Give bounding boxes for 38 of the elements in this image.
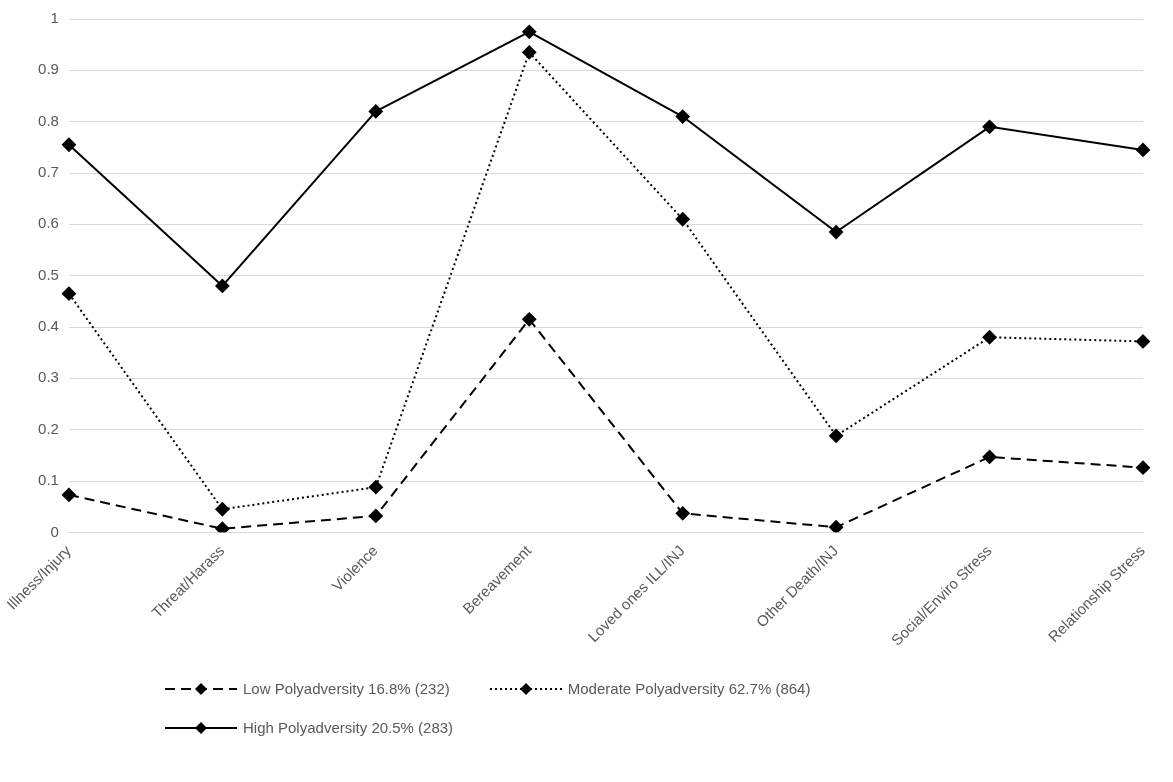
point — [368, 104, 383, 119]
y-tick-label: 0.3 — [38, 368, 59, 386]
y-tick-label: 0.9 — [38, 60, 59, 78]
point — [1136, 142, 1150, 157]
y-tick-label: 0.8 — [38, 111, 59, 129]
point — [522, 45, 537, 60]
legend-label: High Polyadversity 20.5% (283) — [243, 719, 454, 736]
y-tick-label: 0.7 — [38, 163, 59, 181]
point — [368, 480, 383, 495]
y-tick-label: 0.4 — [38, 317, 59, 335]
point — [215, 278, 230, 293]
point — [61, 286, 76, 301]
y-tick-label: 0 — [50, 522, 59, 540]
point — [675, 506, 690, 521]
point — [61, 487, 76, 502]
point — [522, 312, 537, 327]
point — [1136, 460, 1150, 475]
point — [675, 109, 690, 124]
point — [829, 428, 844, 443]
legend-label: Moderate Polyadversity 62.7% (864) — [567, 680, 811, 697]
y-tick-label: 0.6 — [38, 214, 59, 232]
point — [829, 520, 844, 533]
y-tick-label: 0.5 — [38, 265, 59, 283]
point — [368, 508, 383, 523]
point — [675, 212, 690, 227]
point — [829, 225, 844, 240]
point — [522, 24, 537, 39]
point — [1136, 334, 1150, 349]
point — [215, 502, 230, 517]
point — [982, 449, 997, 464]
point — [982, 119, 997, 134]
y-tick-label: 0.2 — [38, 419, 59, 437]
y-tick-label: 1 — [50, 9, 59, 27]
point — [982, 330, 997, 345]
legend-label: Low Polyadversity 16.8% (232) — [243, 680, 450, 697]
y-tick-label: 0.1 — [38, 471, 59, 489]
point — [215, 521, 230, 533]
point — [61, 137, 76, 152]
